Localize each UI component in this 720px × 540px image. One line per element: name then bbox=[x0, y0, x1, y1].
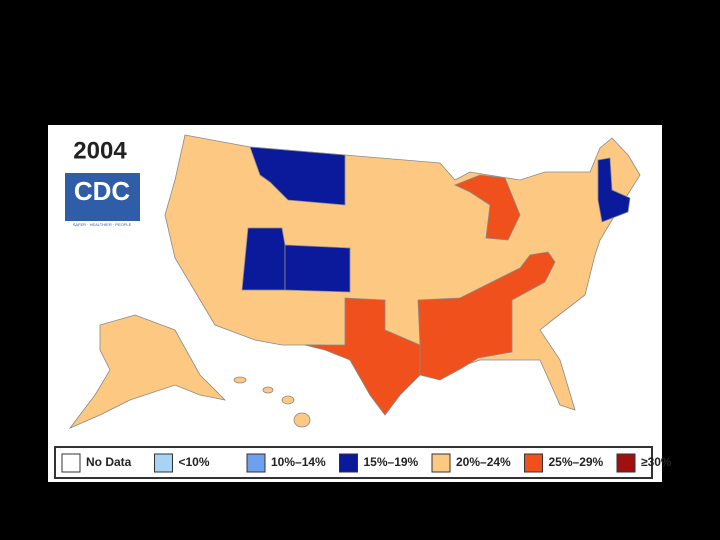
hawaii-island bbox=[233, 376, 247, 384]
legend-swatch bbox=[524, 453, 543, 473]
michigan bbox=[453, 174, 521, 241]
colorado bbox=[284, 244, 351, 293]
legend-swatch bbox=[154, 453, 173, 473]
legend-label: No Data bbox=[86, 455, 132, 469]
montana bbox=[249, 146, 346, 206]
legend-swatch bbox=[616, 453, 636, 473]
south-central-states bbox=[417, 251, 556, 381]
logo-box bbox=[65, 173, 140, 221]
contiguous-us bbox=[164, 134, 641, 416]
alaska bbox=[68, 314, 227, 429]
map-title: 2004 bbox=[73, 137, 127, 164]
legend-label: <10% bbox=[179, 455, 210, 469]
legend-swatch bbox=[339, 453, 358, 473]
logo-text: CDC bbox=[74, 176, 131, 206]
hawaii-island bbox=[262, 386, 274, 394]
legend-swatch bbox=[246, 453, 266, 473]
new-england-states bbox=[597, 157, 631, 223]
legend-label: 20%–24% bbox=[456, 455, 511, 469]
hawaii-island bbox=[281, 395, 295, 405]
legend: No Data <10% 10%–14% 15%–19% 20%–24% 25%–29% ≥… bbox=[61, 453, 672, 473]
legend-swatch bbox=[431, 453, 451, 473]
legend-swatch bbox=[61, 453, 81, 473]
legend-frame bbox=[54, 446, 653, 479]
utah bbox=[241, 227, 286, 291]
legend-label: 10%–14% bbox=[271, 455, 326, 469]
legend-label: 15%–19% bbox=[364, 455, 419, 469]
hawaii-island bbox=[293, 412, 311, 428]
legend-label: 25%–29% bbox=[549, 455, 604, 469]
legend-label: ≥30% bbox=[641, 455, 672, 469]
logo-tagline: SAFER · HEALTHIER · PEOPLE bbox=[73, 222, 132, 227]
map bbox=[68, 134, 641, 429]
